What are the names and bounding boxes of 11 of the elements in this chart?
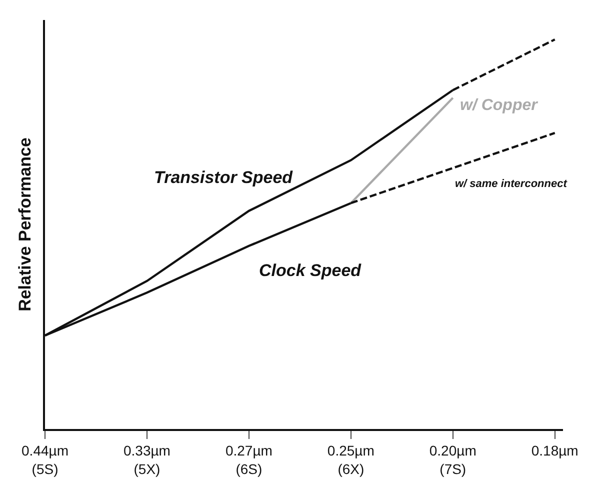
series-label: Transistor Speed [154, 168, 294, 187]
x-tick-label: 0.18µm [531, 442, 578, 459]
x-tick-label: 0.27µm (6S) [225, 442, 272, 477]
y-axis-title: Relative Performance [15, 138, 34, 312]
series-label: w/ Copper [460, 97, 538, 114]
x-tick-label: 0.33µm (5X) [123, 442, 170, 477]
series-label: Clock Speed [259, 261, 362, 280]
x-tick-label: 0.44µm (5S) [22, 442, 68, 477]
series-label: w/ same interconnect [455, 178, 568, 190]
x-tick-label: 0.20µm (7S) [429, 442, 476, 477]
x-tick-label: 0.25µm (6X) [327, 442, 374, 477]
